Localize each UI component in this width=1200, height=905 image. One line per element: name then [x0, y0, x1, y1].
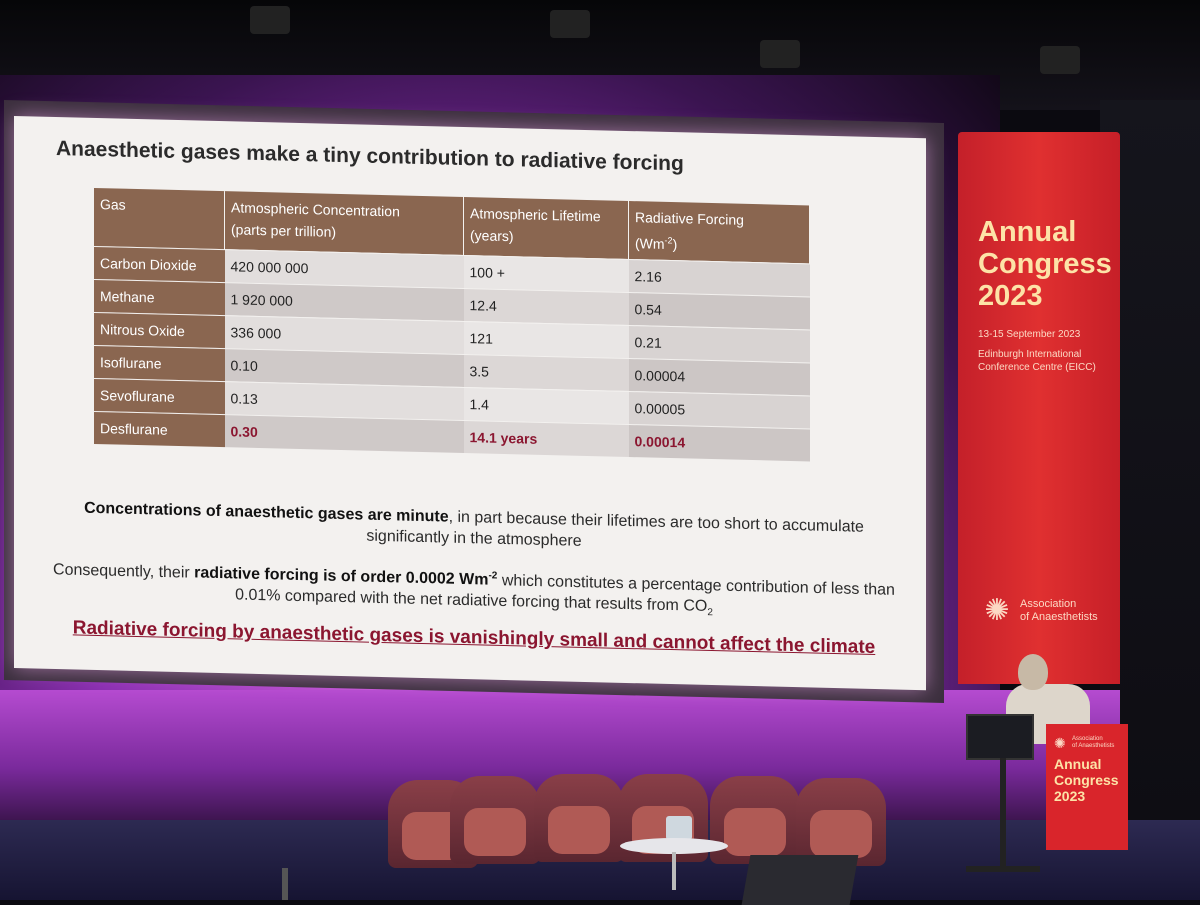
armchair: [796, 778, 886, 866]
banner-organisation: Association of Anaesthetists: [1020, 598, 1098, 623]
paragraph-1-bold: Concentrations of anaesthetic gases are …: [84, 499, 449, 526]
gas-name: Methane: [94, 279, 225, 316]
banner-venue: Edinburgh International Conference Centr…: [978, 349, 1096, 373]
water-bottles: [666, 816, 692, 840]
concentration-cell: 0.30: [224, 414, 464, 453]
monitor-stand: [1000, 758, 1006, 868]
gas-name: Nitrous Oxide: [94, 312, 225, 349]
monitor-base: [966, 866, 1040, 872]
forcing-cell: 0.00004: [628, 358, 810, 396]
forcing-cell: 2.16: [628, 259, 810, 297]
lectern: ✺ Association of Anaesthetists Annual Co…: [1046, 724, 1128, 850]
armchair: [534, 774, 624, 862]
paragraph-2-sub: 2: [707, 607, 713, 619]
stage-light: [1040, 46, 1080, 74]
forcing-cell: 0.21: [628, 325, 810, 363]
banner-dates: 13-15 September 2023: [978, 329, 1081, 340]
paragraph-2-bold: radiative forcing is of order 0.0002 Wm: [194, 564, 489, 589]
header-lifetime: Atmospheric Lifetime (years): [463, 196, 629, 260]
forcing-cell: 0.54: [628, 292, 810, 330]
header-forcing: Radiative Forcing (Wm-2): [628, 201, 810, 264]
coffee-table-leg: [672, 852, 676, 890]
gas-name: Sevoflurane: [94, 378, 225, 415]
gas-name: Carbon Dioxide: [94, 246, 225, 283]
lectern-title: Annual Congress 2023: [1054, 756, 1119, 804]
lifetime-cell: 100 +: [463, 255, 629, 293]
gas-name: Desflurane: [94, 411, 225, 447]
association-logo-icon: ✺: [1054, 736, 1066, 752]
lifetime-cell: 3.5: [463, 354, 629, 392]
slide-paragraph-2: Consequently, their radiative forcing is…: [44, 555, 904, 629]
lifetime-cell: 12.4: [463, 288, 629, 326]
lifetime-cell: 1.4: [463, 387, 629, 425]
forcing-cell: 0.00005: [628, 391, 810, 429]
association-logo-icon: ✺: [984, 593, 1010, 628]
forcing-cell: 0.00014: [628, 424, 810, 462]
armchair: [710, 776, 800, 864]
speaker-head: [1018, 654, 1048, 690]
stage-light: [760, 40, 800, 68]
floor-monitor: [741, 855, 859, 905]
stage-light: [250, 6, 290, 34]
projection-screen: Anaesthetic gases make a tiny contributi…: [14, 116, 926, 691]
header-gas: Gas: [94, 187, 225, 250]
banner-title: Annual Congress 2023: [978, 216, 1112, 312]
paragraph-2-lead: Consequently, their: [53, 561, 195, 582]
coffee-table: [620, 838, 728, 854]
gas-table: Gas Atmospheric Concentration (parts per …: [94, 187, 810, 462]
header-concentration: Atmospheric Concentration (parts per tril…: [224, 191, 464, 256]
lectern-organisation: Association of Anaesthetists: [1072, 736, 1115, 749]
slide-paragraph-1: Concentrations of anaesthetic gases are …: [44, 497, 904, 560]
slide-title: Anaesthetic gases make a tiny contributi…: [56, 137, 684, 176]
lifetime-cell: 121: [463, 321, 629, 359]
congress-banner: Annual Congress 2023 13-15 September 202…: [958, 132, 1120, 684]
stage-light: [550, 10, 590, 38]
armchair: [450, 776, 540, 864]
lifetime-cell: 14.1 years: [463, 420, 629, 457]
microphone-stand: [282, 868, 288, 900]
gas-name: Isoflurane: [94, 345, 225, 382]
confidence-monitor: [966, 714, 1034, 760]
